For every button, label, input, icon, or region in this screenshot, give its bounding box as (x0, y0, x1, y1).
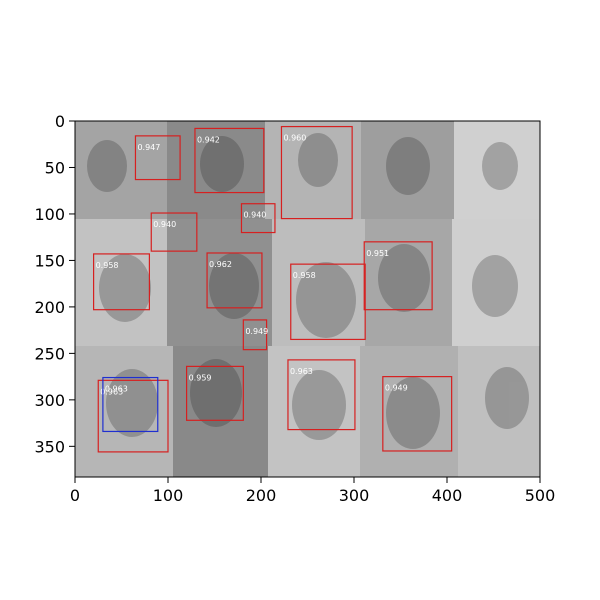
x-tick-label: 100 (153, 486, 184, 505)
photo-tile (365, 219, 452, 346)
y-tick-label: 350 (34, 437, 65, 456)
detection-box (150, 212, 198, 252)
detection-score: 0.949 (245, 327, 268, 336)
detection-box (102, 376, 159, 433)
detections-layer: 0.947 0.942 0.960 0.940 0.940 0.958 0.962 0.958… (92, 125, 453, 453)
photo-tile (173, 346, 268, 477)
photo-tile (75, 346, 173, 477)
detection-box (194, 127, 265, 194)
photo-tile (361, 121, 454, 219)
x-tick-label: 500 (525, 486, 556, 505)
detection-box (242, 319, 268, 351)
y-tick-label: 0 (55, 112, 65, 131)
detection-score: 0.962 (209, 260, 232, 269)
y-tick-label: 50 (45, 158, 65, 177)
photo-tile (454, 121, 540, 219)
x-tick-label: 200 (246, 486, 277, 505)
detection-score: 0.947 (137, 143, 160, 152)
detection-score: 0.951 (366, 249, 389, 258)
photo-tile (452, 219, 540, 346)
photo-tile (458, 346, 540, 477)
detection-box (382, 376, 453, 452)
detection-score: 0.963 (290, 367, 313, 376)
axes-frame (74, 120, 541, 478)
detection-score: 0.940 (243, 211, 266, 220)
detection-score: 0.960 (283, 134, 306, 143)
photo-tile (272, 219, 365, 346)
photo-mosaic (75, 121, 540, 477)
detection-score: 0.963 (105, 385, 128, 394)
y-tick-label: 250 (34, 344, 65, 363)
photo-tile (360, 346, 458, 477)
detection-box (363, 241, 433, 311)
y-tick-label: 300 (34, 391, 65, 410)
detection-box (97, 379, 169, 453)
detection-score: 0.949 (385, 384, 408, 393)
detection-score: 0.958 (96, 261, 119, 270)
detection-box (92, 253, 150, 311)
detection-box (134, 135, 181, 181)
photo-tile (167, 219, 272, 346)
x-tick-label: 400 (432, 486, 463, 505)
y-tick-label: 200 (34, 298, 65, 317)
y-tick-label: 100 (34, 205, 65, 224)
detection-box (240, 203, 276, 234)
detection-score: 0.958 (293, 271, 316, 280)
photo-tile (268, 346, 360, 477)
detection-box (280, 125, 353, 220)
detection-box (290, 263, 366, 341)
photo-tile (167, 121, 265, 219)
detection-box (186, 365, 244, 421)
detection-score: 0.942 (197, 135, 220, 144)
ticks-layer: 0 100 200 300 400 500 0 50 100 150 200 250 300 350 (34, 112, 555, 505)
detection-score: 0.959 (189, 373, 212, 382)
detection-box (287, 359, 356, 431)
x-tick-label: 0 (70, 486, 80, 505)
portrait-silhouettes (87, 133, 529, 449)
photo-tile (75, 121, 167, 219)
detection-score: 0.940 (153, 220, 176, 229)
detection-box (206, 252, 263, 309)
detection-score: 0.963 (100, 387, 123, 396)
x-tick-label: 300 (339, 486, 370, 505)
y-tick-label: 150 (34, 251, 65, 270)
